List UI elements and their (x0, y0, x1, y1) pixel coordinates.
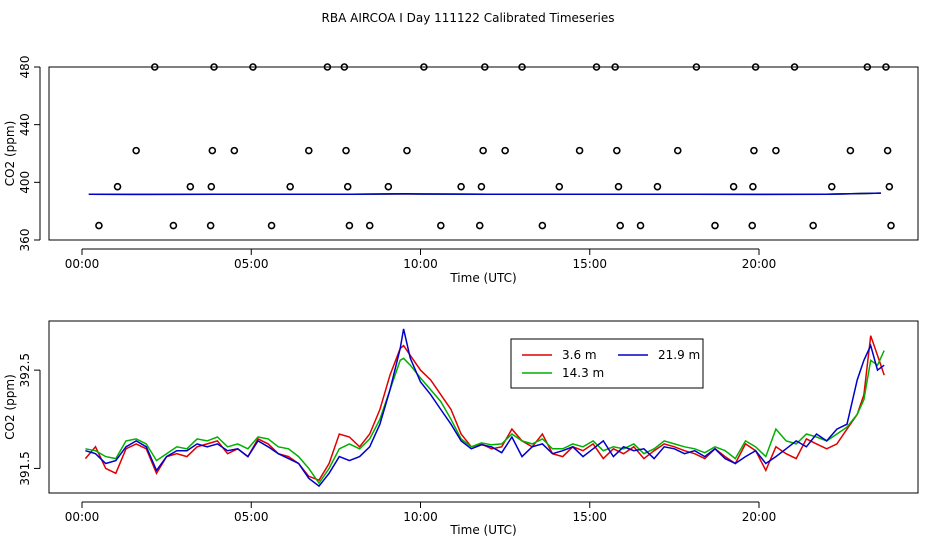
flag-point (113, 182, 122, 191)
figure-title: RBA AIRCOA I Day 111122 Calibrated Times… (322, 11, 615, 25)
flag-point (729, 182, 738, 191)
flag-point (479, 146, 487, 155)
flag-point (475, 221, 484, 230)
flag-point (790, 63, 799, 71)
flag-point (518, 63, 526, 71)
flag-point (863, 63, 872, 71)
flag-point (846, 146, 855, 155)
flag-point (827, 182, 836, 191)
flag-point (95, 221, 103, 230)
x-tick-label: 05:00 (234, 257, 269, 271)
flag-point (342, 146, 350, 155)
flag-point (887, 221, 895, 230)
plot-frame (48, 320, 919, 494)
flag-point (343, 182, 352, 191)
y-axis-label: CO2 (ppm) (3, 374, 17, 440)
flag-point (169, 221, 178, 230)
flag-point (186, 182, 195, 191)
flag-point (883, 146, 892, 155)
flag-point (481, 63, 489, 71)
x-tick-label: 15:00 (572, 510, 607, 524)
x-tick-label: 15:00 (572, 257, 607, 271)
plot-frame (48, 66, 919, 241)
y-tick-label: 440 (18, 113, 32, 136)
flag-point (614, 182, 623, 191)
flag-point (210, 63, 218, 71)
x-axis-label: Time (UTC) (449, 271, 516, 285)
y-tick-label: 360 (18, 229, 32, 252)
flag-point (636, 221, 645, 230)
flag-point (611, 63, 619, 71)
flag-point (711, 221, 719, 230)
flag-point (613, 146, 621, 155)
x-tick-label: 05:00 (234, 510, 269, 524)
flag-point (365, 221, 374, 230)
flag-point (403, 146, 411, 155)
flag-point (673, 146, 682, 155)
flag-point (132, 146, 140, 155)
flag-point (616, 221, 625, 230)
flag-point (653, 182, 662, 191)
series-line-219m (85, 328, 885, 488)
flag-point (345, 221, 354, 230)
flag-point (420, 63, 428, 71)
y-tick-label: 391.5 (18, 451, 32, 485)
legend-label: 3.6 m (562, 348, 597, 362)
flag-point (885, 182, 894, 191)
y-tick-label: 480 (18, 56, 32, 79)
flag-point (286, 182, 294, 191)
flag-point (555, 182, 564, 191)
flag-point (340, 63, 349, 71)
flag-point (230, 146, 239, 155)
flag-point (501, 146, 509, 155)
flag-point (477, 182, 486, 191)
y-axis-label: CO2 (ppm) (3, 121, 17, 187)
x-tick-label: 00:00 (65, 510, 100, 524)
flag-point (575, 146, 584, 155)
x-tick-label: 10:00 (403, 257, 438, 271)
flag-point (384, 182, 393, 191)
top-panel: 00:00 05:00 10:00 15:00 20:00 Time (UTC) 360 40… (3, 56, 919, 285)
flag-point (692, 63, 701, 71)
x-tick-label: 20:00 (742, 257, 777, 271)
legend-box (510, 338, 704, 389)
flag-point (208, 146, 217, 155)
flag-point (751, 63, 760, 71)
flag-point (323, 63, 332, 71)
flag-point (750, 146, 758, 155)
y-tick-label: 392.5 (18, 353, 32, 387)
flag-point (748, 221, 757, 230)
flag-point (457, 182, 465, 191)
flag-point (207, 182, 216, 191)
flag-point (592, 63, 601, 71)
x-tick-label: 00:00 (65, 257, 100, 271)
y-tick-label: 400 (18, 171, 32, 194)
flag-point (267, 221, 276, 230)
flag-point (538, 221, 547, 230)
series-line-36m (84, 335, 885, 482)
legend-label: 14.3 m (562, 366, 604, 380)
flag-point (206, 221, 215, 230)
flag-point (304, 146, 313, 155)
flag-point (249, 63, 257, 71)
x-axis-label: Time (UTC) (449, 523, 516, 537)
flag-point (150, 63, 159, 71)
x-tick-label: 10:00 (403, 510, 438, 524)
flag-point (437, 221, 445, 230)
legend-label: 21.9 m (658, 348, 700, 362)
x-tick-label: 20:00 (742, 510, 777, 524)
flag-point (882, 63, 890, 71)
flag-point (772, 146, 780, 155)
flag-point (809, 221, 817, 230)
series-line-219m (88, 192, 881, 196)
series-line-143m (85, 350, 885, 485)
flag-point (749, 182, 757, 191)
bottom-panel: 00:00 05:00 10:00 15:00 20:00 Time (UTC) 391.5… (3, 320, 919, 537)
